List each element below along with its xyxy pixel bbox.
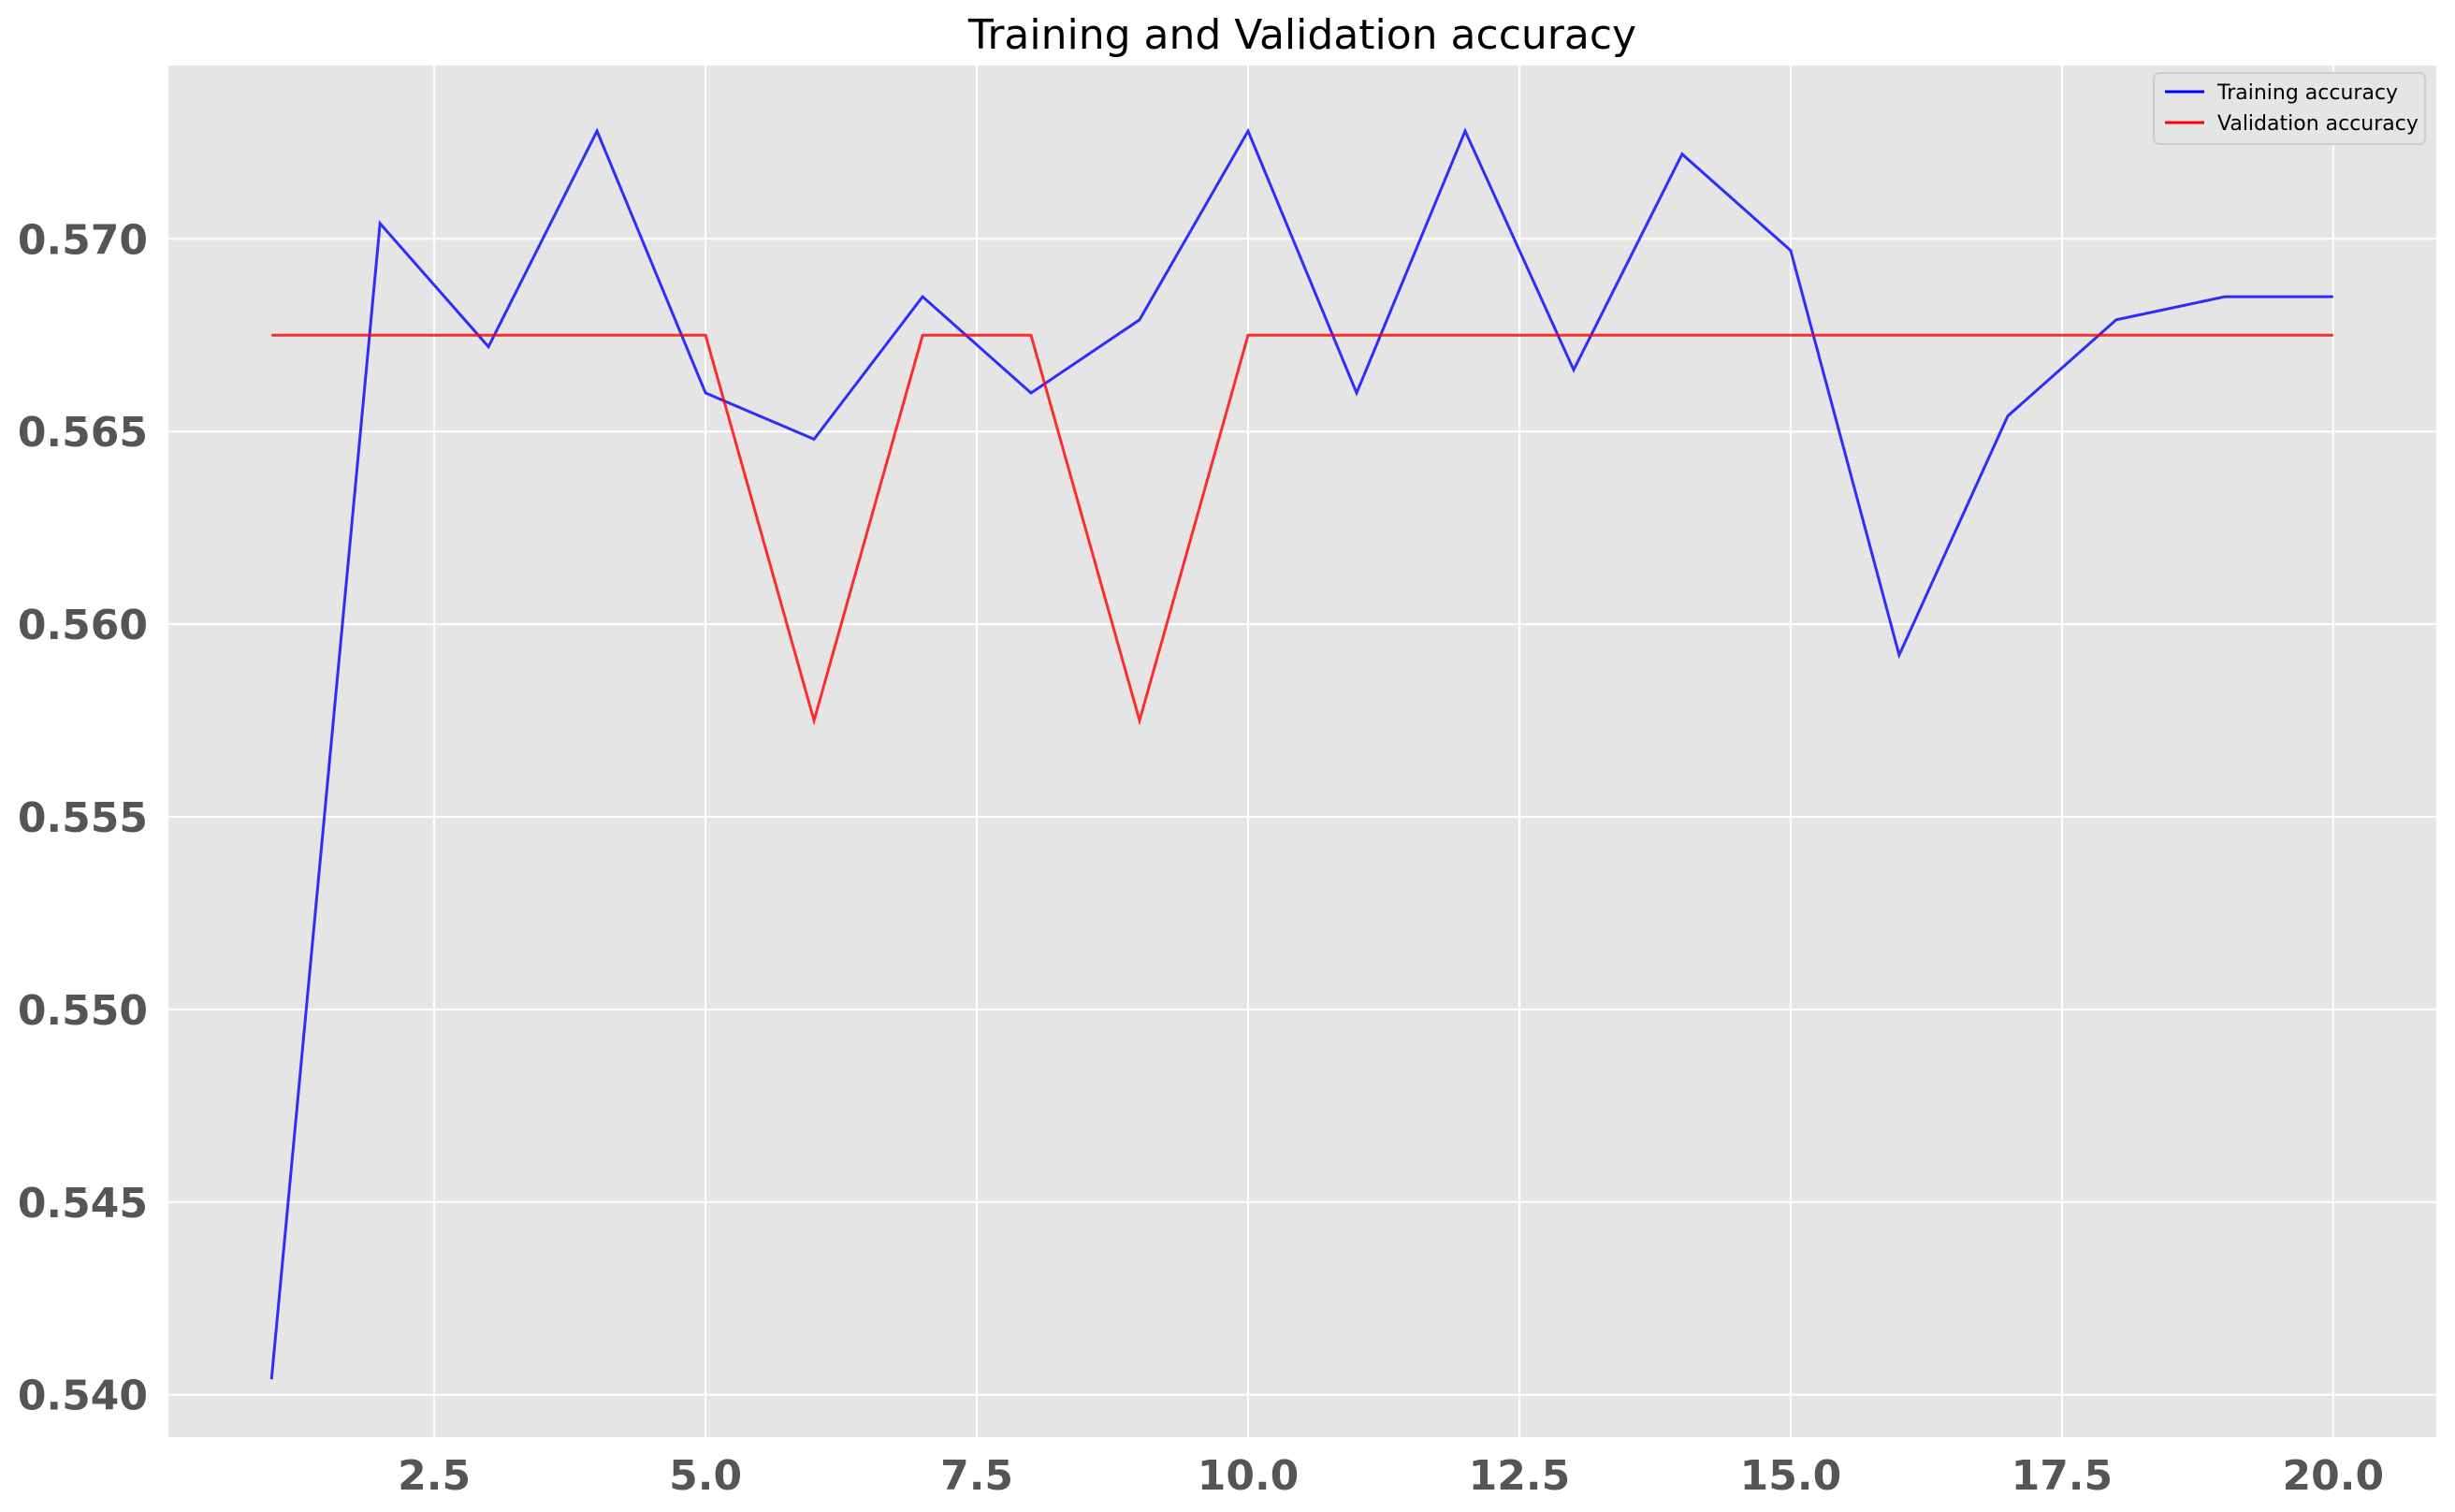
series-line-validation (271, 333, 2333, 726)
y-tick-label: 0.560 (18, 602, 148, 649)
x-tick-label: 17.5 (2012, 1452, 2114, 1500)
series-line-training (269, 127, 2333, 1380)
legend-label: Validation accuracy (2217, 112, 2419, 136)
x-tick-label: 15.0 (1740, 1452, 1842, 1500)
y-tick-label: 0.550 (18, 987, 148, 1035)
plot-area (168, 65, 2436, 1437)
x-axis-ticks: 2.5 5.0 7.5 10.0 12.5 15.0 17.5 20.0 (398, 1452, 2384, 1500)
y-tick-label: 0.565 (18, 409, 148, 457)
x-tick-label: 5.0 (669, 1452, 742, 1500)
chart-title: Training and Validation accuracy (967, 11, 1636, 59)
y-axis-ticks: 0.540 0.545 0.550 0.555 0.560 0.565 0.570 (18, 216, 148, 1419)
x-tick-label: 10.0 (1198, 1452, 1300, 1500)
x-tick-label: 2.5 (398, 1452, 471, 1500)
y-tick-label: 0.555 (18, 794, 148, 842)
grid-lines (168, 65, 2436, 1437)
x-tick-label: 7.5 (940, 1452, 1013, 1500)
y-tick-label: 0.545 (18, 1180, 148, 1228)
y-tick-label: 0.540 (18, 1373, 148, 1420)
series-lines (269, 127, 2333, 1380)
x-tick-label: 20.0 (2283, 1452, 2385, 1500)
y-tick-label: 0.570 (18, 216, 148, 264)
x-tick-label: 12.5 (1469, 1452, 1571, 1500)
legend-box (2153, 72, 2426, 145)
legend-label: Training accuracy (2216, 81, 2398, 105)
legend: Training accuracy Validation accuracy (2153, 72, 2426, 145)
